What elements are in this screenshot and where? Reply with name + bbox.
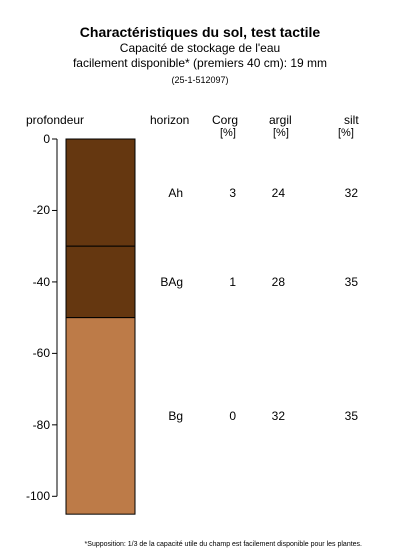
silt-value: 32 — [344, 185, 358, 200]
y-tick-label: -20 — [32, 203, 50, 218]
corg-value: 0 — [229, 408, 236, 423]
horizon-bar — [65, 245, 136, 319]
corg-column-header: Corg — [212, 113, 239, 127]
y-axis-label: profondeur — [26, 113, 85, 127]
corg-value: 1 — [229, 274, 236, 289]
plot-id: (25-1-512097) — [171, 75, 229, 85]
silt-column-header: silt — [344, 113, 359, 127]
y-tick-label: -60 — [32, 346, 50, 361]
argil-value: 28 — [271, 274, 285, 289]
horizon-name: Bg — [168, 408, 183, 423]
chart-subtitle-line2: facilement disponible* (premiers 40 cm):… — [72, 56, 328, 70]
argil-value: 32 — [271, 408, 285, 423]
horizon-bar — [65, 138, 136, 247]
corg-unit-label: [%] — [220, 127, 236, 139]
silt-value: 35 — [344, 274, 358, 289]
horizon-bar — [65, 317, 136, 515]
y-tick-label: -100 — [25, 489, 50, 504]
chart-title: Charactéristiques du sol, test tactile — [79, 24, 321, 40]
y-tick-label: 0 — [43, 132, 50, 146]
chart-subtitle-line1: Capacité de stockage de l'eau — [119, 41, 281, 55]
silt-value: 35 — [344, 408, 358, 423]
footnote: *Supposition: 1/3 de la capacité utile d… — [84, 541, 362, 548]
horizon-name: BAg — [160, 274, 183, 289]
y-tick-label: -40 — [32, 274, 50, 289]
argil-column-header: argil — [269, 113, 292, 127]
argil-unit-label: [%] — [273, 127, 289, 139]
horizon-name: Ah — [168, 185, 183, 200]
horizon-column-header: horizon — [150, 113, 190, 127]
y-tick-label: -80 — [32, 417, 50, 432]
corg-value: 3 — [229, 185, 236, 200]
silt-unit-label: [%] — [338, 127, 354, 139]
argil-value: 24 — [271, 185, 285, 200]
